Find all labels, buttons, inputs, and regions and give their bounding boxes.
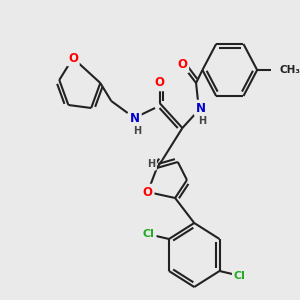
- Text: O: O: [143, 185, 153, 199]
- Text: Cl: Cl: [143, 229, 155, 239]
- Text: Cl: Cl: [234, 271, 245, 281]
- Text: CH₃: CH₃: [280, 65, 300, 75]
- Text: O: O: [154, 76, 165, 89]
- Text: H: H: [133, 126, 141, 136]
- Text: H: H: [198, 116, 206, 126]
- Text: H: H: [147, 159, 155, 169]
- Text: N: N: [130, 112, 140, 124]
- Text: O: O: [68, 52, 78, 64]
- Text: N: N: [196, 101, 206, 115]
- Text: O: O: [177, 58, 188, 71]
